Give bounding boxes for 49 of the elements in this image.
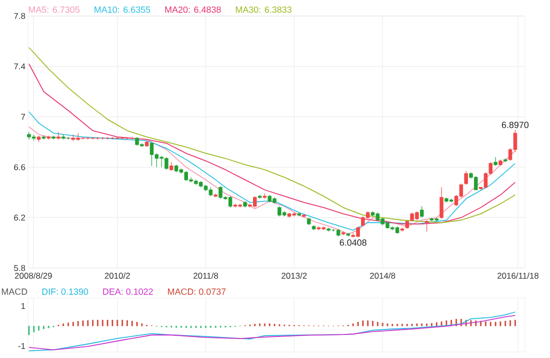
y-tick-label: -1	[18, 343, 26, 349]
y-tick-label: 1	[21, 303, 26, 309]
candlestick	[440, 187, 444, 220]
x-tick-label: 2013/2	[282, 272, 307, 279]
candlestick	[42, 135, 46, 140]
candlestick	[302, 214, 306, 218]
candlestick	[170, 162, 174, 172]
text: MACD: 0.0737	[168, 288, 226, 295]
y-tick-label: 7.4	[14, 63, 26, 70]
text: MA20: 6.4838	[165, 6, 221, 13]
candlestick	[46, 135, 50, 140]
candlestick	[464, 170, 468, 186]
candlestick	[243, 200, 247, 208]
candlestick	[503, 158, 508, 162]
chart-title: MACD	[2, 288, 28, 295]
candlestick	[312, 224, 316, 230]
candlestick	[214, 193, 218, 198]
candlestick	[405, 220, 410, 230]
text: MA30: 6.3833	[236, 6, 292, 13]
x-tick-label: 2011/8	[194, 272, 218, 279]
x-tick-label: 2016/11/18	[498, 272, 538, 279]
y-tick-label: 7.8	[14, 13, 26, 19]
candlestick	[424, 220, 429, 232]
y-tick-label: 5.8	[14, 265, 26, 271]
annotation: 6.8970	[502, 122, 529, 128]
text: MA10: 6.6355	[94, 6, 150, 13]
candlestick	[262, 193, 267, 199]
candlestick	[307, 217, 311, 226]
text: DEA: 0.1022	[103, 288, 153, 295]
candlestick	[420, 206, 424, 218]
candlestick	[400, 227, 404, 232]
annotation: 6.0408	[340, 239, 366, 246]
y-tick-label: 6.2	[14, 214, 26, 221]
candlestick	[258, 194, 262, 199]
candlestick	[346, 232, 350, 237]
candlestick	[341, 231, 346, 236]
y-tick-label: 6.6	[14, 164, 26, 170]
candlestick	[56, 132, 60, 140]
candlestick	[297, 212, 301, 217]
candlestick	[36, 135, 41, 142]
text: MA5: 6.7305	[28, 6, 80, 13]
y-tick-label: 7	[21, 114, 26, 120]
candlestick	[144, 140, 149, 148]
x-tick-label: 2014/8	[370, 272, 396, 279]
candlestick	[494, 156, 498, 166]
x-tick-label: 2010/2	[104, 272, 130, 279]
candlestick	[498, 159, 502, 166]
x-tick-label: 2008/8/29	[14, 272, 52, 279]
text: DIF: 0.1390	[42, 288, 88, 295]
